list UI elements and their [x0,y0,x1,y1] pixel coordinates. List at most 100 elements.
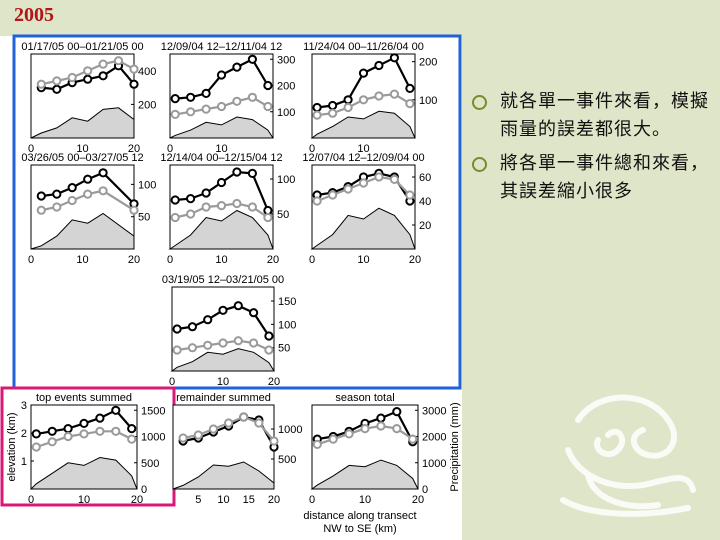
observed-point [52,189,62,199]
simulated-point [239,412,249,422]
observed-point [170,195,180,205]
highlight-box-blue [12,34,462,390]
simulated-point [186,107,196,117]
x-axis-label: distance along transect [303,510,416,522]
right-tick-label: 200 [419,57,437,69]
panel-title: season total [335,392,394,404]
simulated-point [405,99,415,109]
right-tick-label: 0 [422,484,428,496]
simulated-point [129,205,139,215]
simulated-point [343,184,353,194]
bullet-circle-icon [472,157,487,172]
terrain-profile [170,348,275,372]
bullet-item: 就各單一事件來看，模擬雨量的誤差都很大。 [470,88,718,144]
observed-point [358,68,369,78]
panel: 03/26/05 00–03/27/05 12 0 10 20 50 100 [21,152,156,266]
right-tick-label: 20 [419,220,431,232]
simulated-point [63,431,73,442]
observed-point [36,191,46,201]
simulated-point [98,59,108,69]
right-tick-label: 50 [278,343,290,355]
left-tick-label: 3 [21,400,27,412]
observed-point [187,322,197,332]
right-tick-label: 1000 [141,432,165,444]
terrain-profile [310,459,419,490]
x-tick-label: 5 [195,494,201,506]
observed-point [47,426,57,436]
observed-point [31,429,41,439]
simulated-point [52,76,62,86]
simulated-point [263,212,273,223]
panel-title: top events summed [36,392,132,404]
panel-title: 12/09/04 12–12/11/04 12 [161,41,283,53]
x-tick-label: 10 [215,143,227,155]
observed-point [405,83,415,94]
simulated-point [224,418,234,428]
right-tick-label: 200 [277,81,295,93]
panel-title: 03/19/05 12–03/21/05 00 [162,274,284,286]
simulated-point [374,172,384,182]
observed-point [374,60,384,71]
observed-point [63,424,73,434]
observed-point [247,168,257,178]
simulated-point [36,79,46,89]
x-tick-label: 10 [76,254,88,266]
bullet-circle-icon [472,95,487,110]
x-tick-label: 20 [412,494,424,506]
simulated-point [269,436,279,446]
panel-title: remainder summed [176,392,271,404]
observed-point [216,177,227,188]
simulated-point [328,434,338,444]
simulated-point [312,110,322,120]
observed-point [203,315,213,325]
observed-point [67,183,77,193]
simulated-point [376,421,386,431]
right-tick-label: 0 [141,484,147,496]
simulated-point [127,434,137,444]
right-tick-label: 40 [419,196,431,208]
panel: 12/14/04 00–12/15/04 12 0 10 20 50 100 [160,152,295,266]
observed-point [98,168,108,178]
simulated-point [178,433,188,443]
simulated-point [247,202,257,212]
bullet-text: 就各單一事件來看，模擬雨量的誤差都很大。 [500,91,709,140]
panel-title: 03/26/05 00–03/27/05 12 [21,152,143,164]
observed-point [312,102,322,113]
observed-point [249,308,259,318]
simulated-point [98,186,108,196]
observed-point [98,71,108,81]
simulated-point [83,189,93,199]
simulated-point [218,338,228,348]
observed-point [186,194,196,204]
simulated-point [216,201,227,211]
simulated-point [405,190,415,200]
right-tick-label: 100 [138,179,156,191]
simulated-point [201,202,211,212]
observed-point [129,79,139,89]
observed-point [170,94,180,104]
right-tick-label: 500 [278,454,296,466]
simulated-point [254,418,264,428]
terrain-profile [29,456,138,490]
panel-title: 01/17/05 00–01/21/05 00 [21,41,143,53]
observed-point [201,188,211,198]
simulated-point [312,196,322,206]
observed-point [83,174,93,184]
simulated-point [79,429,89,439]
simulated-point [129,64,139,74]
observed-point [264,331,274,341]
right-tick-label: 60 [419,172,431,184]
simulated-point [312,439,322,449]
simulated-point [67,195,77,206]
simulated-point [328,190,338,200]
terrain-profile [30,212,135,250]
observed-point [52,84,62,94]
simulated-point [232,198,242,209]
bullet-text: 將各單一事件總和來看，其誤差縮小很多 [500,153,709,202]
simulated-point [193,430,203,440]
simulated-point [36,205,46,215]
right-tick-label: 100 [277,107,295,119]
right-tick-label: 1000 [278,424,302,436]
terrain-profile [172,461,275,490]
observed-point [79,418,89,428]
